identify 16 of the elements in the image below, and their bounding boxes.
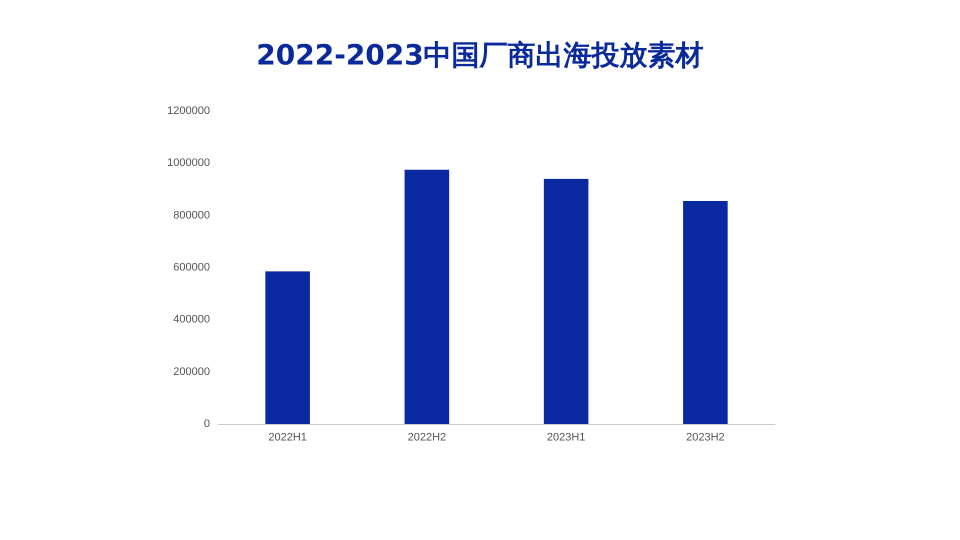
x-tick-label: 2023H1 [546, 432, 586, 444]
bar [404, 170, 450, 424]
y-tick-label: 800000 [173, 209, 210, 222]
y-tick-label: 0 [204, 418, 210, 430]
y-tick-label: 1000000 [167, 157, 210, 170]
chart-title: 2022-2023中国厂商出海投放素材 [256, 38, 704, 72]
x-tick-label: 2022H2 [408, 432, 446, 444]
y-tick-label: 1200000 [167, 105, 210, 117]
y-tick-label: 200000 [173, 366, 210, 378]
bar [544, 178, 588, 424]
bar [683, 200, 728, 424]
x-tick-label: 2022H1 [268, 432, 307, 444]
y-tick-label: 600000 [173, 262, 210, 274]
bar [265, 271, 310, 424]
y-tick-label: 400000 [173, 314, 210, 326]
x-tick-label: 2023H2 [686, 432, 725, 444]
